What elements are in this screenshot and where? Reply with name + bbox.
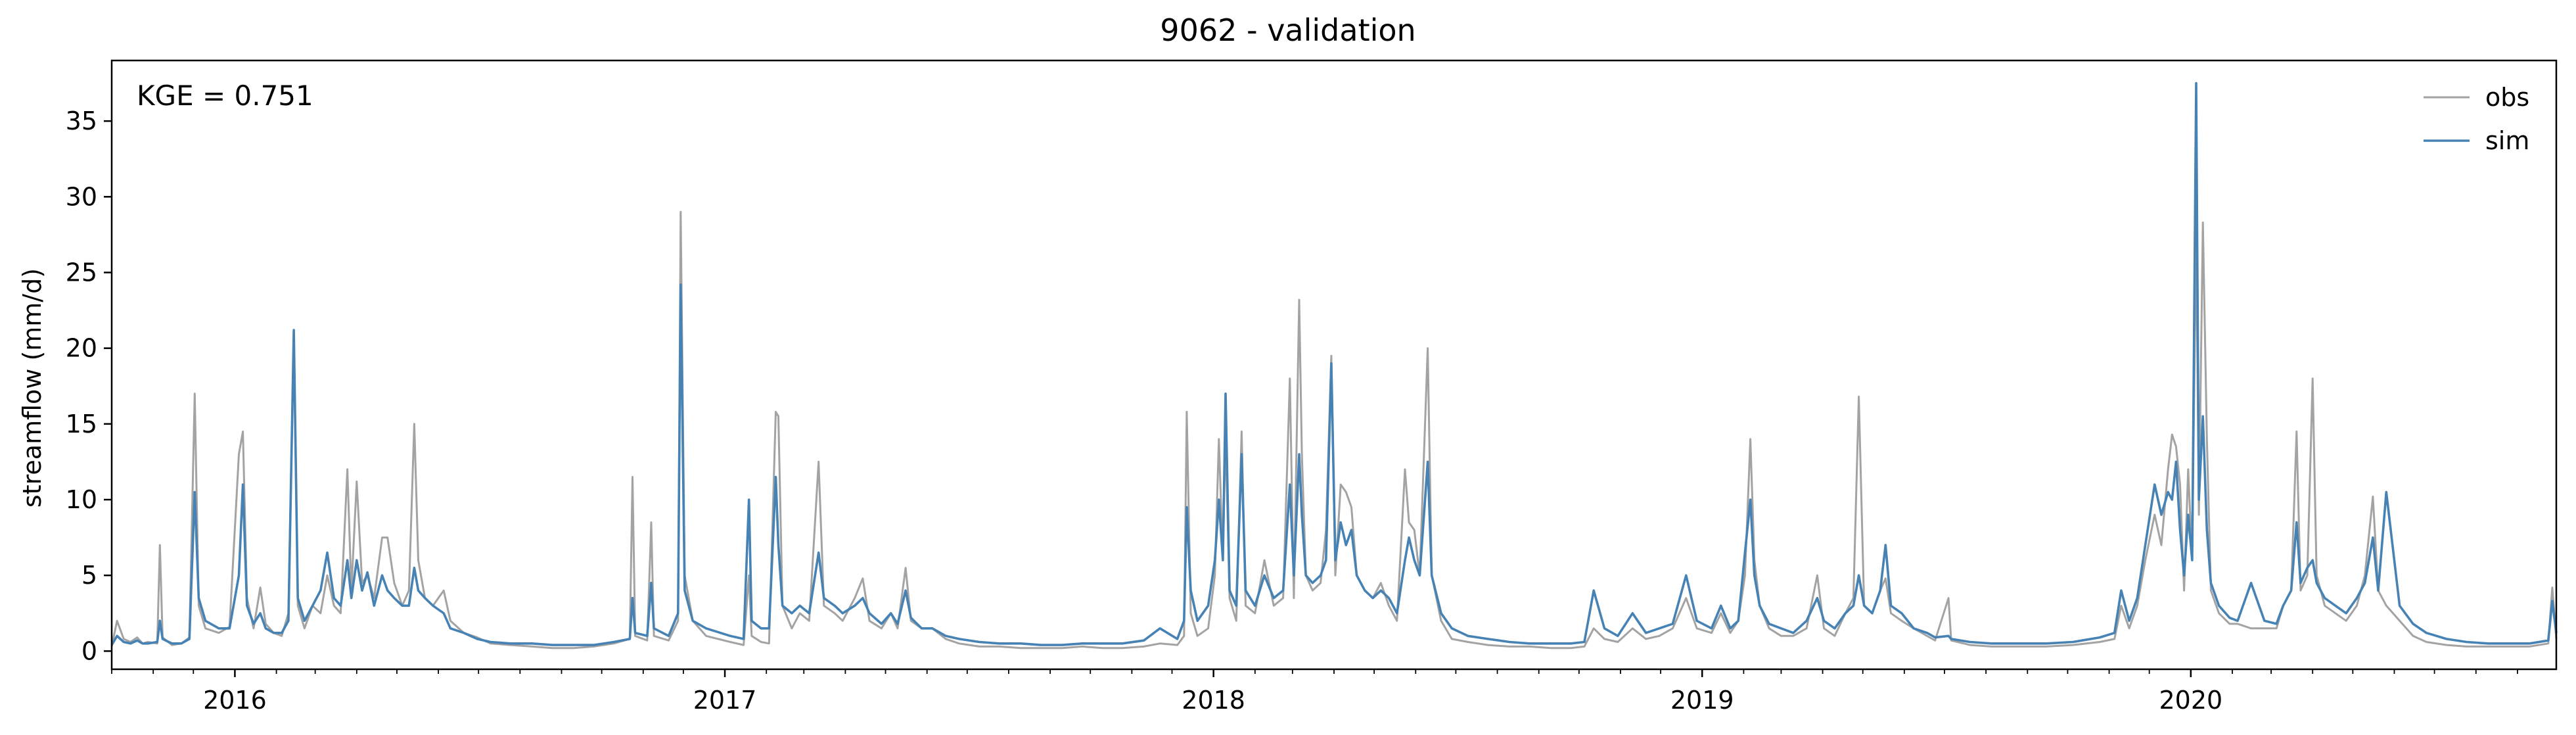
y-axis-label: streamflow (mm/d)	[18, 268, 47, 508]
x-tick-label: 2017	[693, 686, 757, 715]
x-axis-ticks: 2016 2017 2018 2019 2020	[111, 669, 2518, 715]
plot-frame	[110, 59, 2558, 671]
x-tick-label: 2020	[2159, 686, 2222, 715]
y-tick-label: 0	[81, 636, 97, 665]
legend-label-sim: sim	[2485, 126, 2529, 155]
y-axis-ticks: 0 5 10 15 20 25 30 35	[66, 107, 112, 665]
legend: obs sim	[2424, 83, 2529, 155]
y-tick-label: 5	[81, 561, 97, 590]
y-tick-label: 10	[66, 485, 97, 514]
series-line-sim	[110, 82, 2558, 646]
y-tick-label: 35	[66, 107, 97, 135]
y-tick-label: 25	[66, 258, 97, 287]
y-tick-label: 15	[66, 410, 97, 439]
plot-area	[110, 82, 2558, 650]
x-tick-label: 2018	[1182, 686, 1245, 715]
legend-label-obs: obs	[2485, 83, 2529, 112]
x-tick-label: 2016	[203, 686, 267, 715]
chart-title: 9062 - validation	[1160, 12, 1415, 48]
x-tick-label: 2019	[1670, 686, 1734, 715]
y-tick-label: 30	[66, 182, 97, 211]
kge-annotation: KGE = 0.751	[137, 80, 313, 112]
series-line-obs	[110, 210, 2558, 650]
y-tick-label: 20	[66, 334, 97, 363]
